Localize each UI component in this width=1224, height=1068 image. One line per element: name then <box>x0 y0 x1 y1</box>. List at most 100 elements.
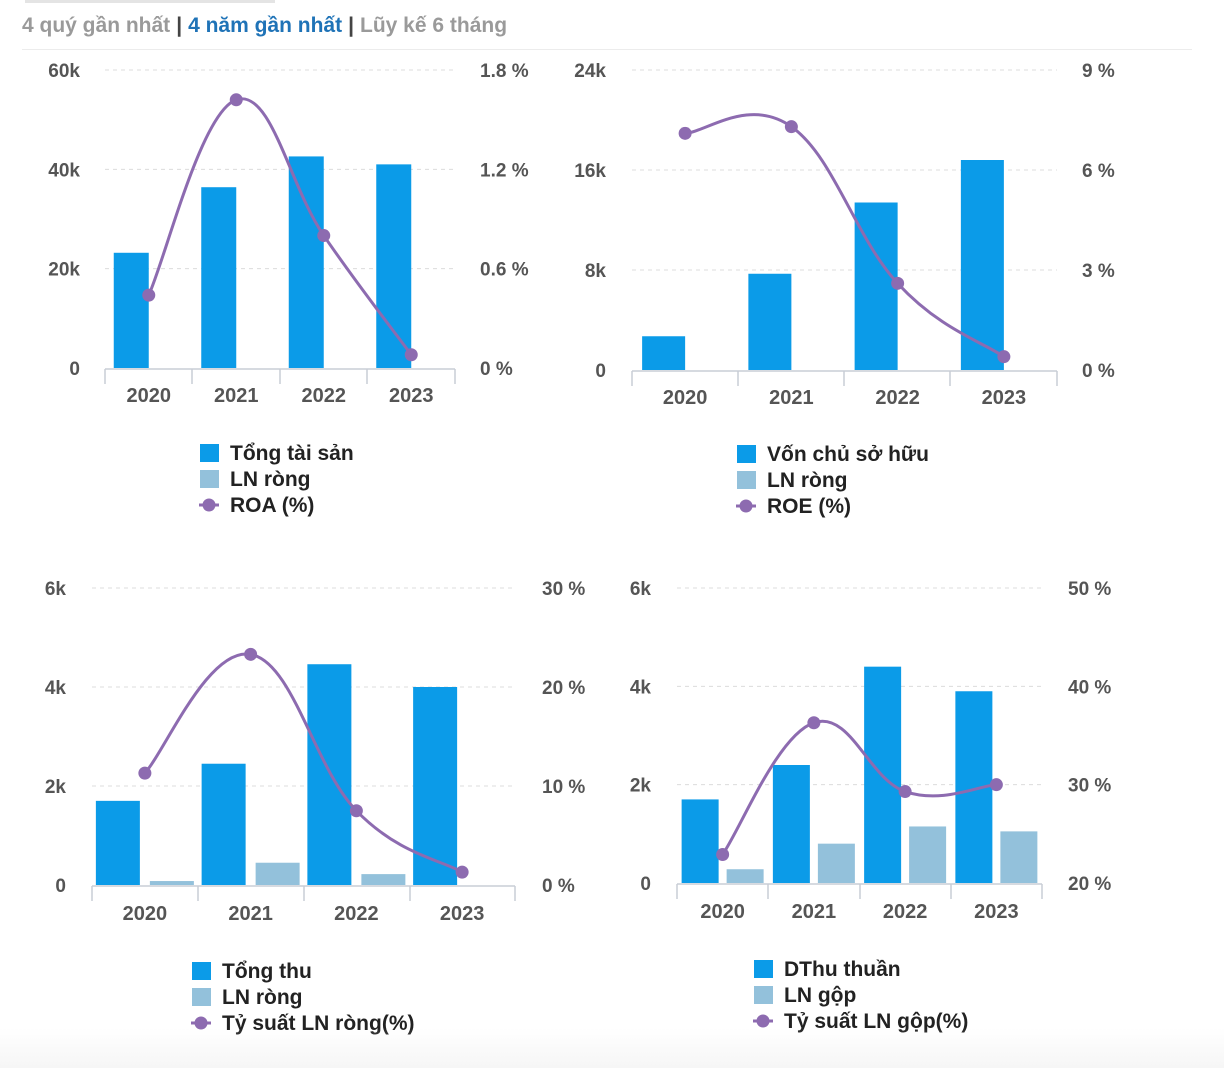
tab-cumulative-6-months[interactable]: Lũy kế 6 tháng <box>360 14 508 37</box>
legend-item[interactable]: Tổng tài sản <box>200 442 354 465</box>
ratio-point[interactable] <box>716 847 730 861</box>
legend-item[interactable]: LN ròng <box>192 986 302 1009</box>
y-right-tick-label: 40 % <box>1068 677 1111 698</box>
legend-swatch-primary <box>737 445 756 463</box>
y-left-tick-label: 20k <box>48 260 80 281</box>
tab-4-years[interactable]: 4 năm gần nhất <box>188 14 343 37</box>
secondary-bar[interactable] <box>817 843 855 883</box>
y-left-tick-label: 2k <box>45 777 67 798</box>
y-left-tick-label: 8k <box>585 261 607 282</box>
primary-bar[interactable] <box>681 799 719 883</box>
y-left-tick-label: 24k <box>574 61 606 82</box>
y-right-tick-label: 3 % <box>1082 261 1115 282</box>
x-tick-label: 2021 <box>792 901 837 923</box>
primary-bar[interactable] <box>201 763 246 885</box>
x-tick-label: 2020 <box>700 901 745 923</box>
secondary-bar[interactable] <box>1000 831 1038 883</box>
secondary-bar[interactable] <box>726 869 764 883</box>
y-right-tick-label: 30 % <box>1068 776 1111 797</box>
ratio-point[interactable] <box>898 785 912 799</box>
secondary-bar[interactable] <box>149 881 194 885</box>
tab-separator: | <box>348 14 354 37</box>
ratio-point[interactable] <box>891 276 905 290</box>
legend-label: LN ròng <box>767 469 847 492</box>
primary-bar[interactable] <box>288 156 324 368</box>
ratio-point[interactable] <box>678 126 692 140</box>
legend-label: Tổng thu <box>222 960 312 983</box>
y-right-tick-label: 30 % <box>542 579 585 600</box>
secondary-bar[interactable] <box>255 862 300 885</box>
chart-4: 6k 50 % 4k 40 % 2k 30 % 0 20 % 2020 2021 2022 2023 D… <box>630 579 1112 1033</box>
ratio-line <box>684 113 1005 358</box>
legend-item[interactable]: LN ròng <box>200 468 310 491</box>
y-right-tick-label: 0.6 % <box>480 260 529 281</box>
legend-swatch-primary <box>754 960 773 978</box>
x-tick-label: 2022 <box>334 903 379 925</box>
ratio-line <box>721 719 997 856</box>
legend-label: Vốn chủ sở hữu <box>767 443 929 466</box>
y-left-tick-label: 6k <box>45 579 67 600</box>
legend-swatch-primary <box>200 444 219 462</box>
legend-marker <box>739 499 753 513</box>
legend-item[interactable]: DThu thuần <box>754 958 901 981</box>
x-tick-label: 2023 <box>440 903 485 925</box>
y-left-tick-label: 0 <box>640 874 651 895</box>
legend-swatch-secondary <box>200 470 219 488</box>
ratio-point[interactable] <box>229 93 243 107</box>
chart-3: 6k 30 % 4k 20 % 2k 10 % 0 0 % 2020 2021 2022 2023 Tổ… <box>45 579 586 1035</box>
ratio-point[interactable] <box>142 288 156 302</box>
legend-item[interactable]: LN gộp <box>754 984 856 1007</box>
primary-bar[interactable] <box>413 687 458 885</box>
y-left-tick-label: 4k <box>630 677 652 698</box>
legend-item[interactable]: LN ròng <box>737 469 847 492</box>
legend-item[interactable]: ROA (%) <box>199 494 314 517</box>
legend-label: LN gộp <box>784 984 856 1007</box>
chart-1: 60k 1.8 % 40k 1.2 % 20k 0.6 % 0 0 % 2020 2021 2022… <box>48 61 528 517</box>
tab-separator: | <box>176 14 183 37</box>
ratio-point[interactable] <box>138 766 152 780</box>
primary-bar[interactable] <box>772 765 810 883</box>
legend-label: ROA (%) <box>230 494 314 517</box>
primary-bar[interactable] <box>748 273 792 370</box>
legend-swatch-secondary <box>737 471 756 489</box>
primary-bar[interactable] <box>201 187 237 368</box>
legend-item[interactable]: Vốn chủ sở hữu <box>737 443 929 466</box>
ratio-point[interactable] <box>317 229 331 243</box>
y-left-tick-label: 0 <box>69 359 80 380</box>
secondary-bar[interactable] <box>361 874 406 885</box>
x-tick-label: 2020 <box>663 387 708 409</box>
y-left-tick-label: 2k <box>630 776 652 797</box>
ratio-point[interactable] <box>455 865 469 879</box>
y-left-tick-label: 40k <box>48 160 80 181</box>
primary-bar[interactable] <box>376 164 412 368</box>
legend-swatch-secondary <box>192 988 211 1006</box>
x-tick-label: 2020 <box>123 903 168 925</box>
legend-marker <box>202 498 216 512</box>
legend-item[interactable]: Tỷ suất LN gộp(%) <box>753 1010 968 1033</box>
legend-item[interactable]: ROE (%) <box>736 495 851 518</box>
primary-bar[interactable] <box>95 800 140 885</box>
legend-marker <box>756 1014 770 1028</box>
ratio-point[interactable] <box>807 716 821 730</box>
ratio-point[interactable] <box>784 120 798 134</box>
secondary-bar[interactable] <box>909 826 947 883</box>
primary-bar[interactable] <box>642 336 686 370</box>
y-right-tick-label: 1.8 % <box>480 61 529 82</box>
ratio-point[interactable] <box>989 778 1003 792</box>
primary-bar[interactable] <box>960 160 1004 370</box>
ratio-point[interactable] <box>997 350 1011 364</box>
y-left-tick-label: 60k <box>48 61 80 82</box>
y-left-tick-label: 4k <box>45 678 67 699</box>
x-tick-label: 2023 <box>974 901 1019 923</box>
legend-label: Tổng tài sản <box>230 442 354 465</box>
ratio-point[interactable] <box>244 647 258 661</box>
primary-bar[interactable] <box>113 252 149 368</box>
ratio-point[interactable] <box>404 348 418 362</box>
x-tick-label: 2021 <box>214 385 259 407</box>
x-tick-label: 2022 <box>883 901 928 923</box>
ratio-point[interactable] <box>349 804 363 818</box>
x-tick-label: 2023 <box>389 385 434 407</box>
tab-4-quarters[interactable]: 4 quý gần nhất <box>22 14 171 37</box>
legend-item[interactable]: Tổng thu <box>192 960 312 983</box>
